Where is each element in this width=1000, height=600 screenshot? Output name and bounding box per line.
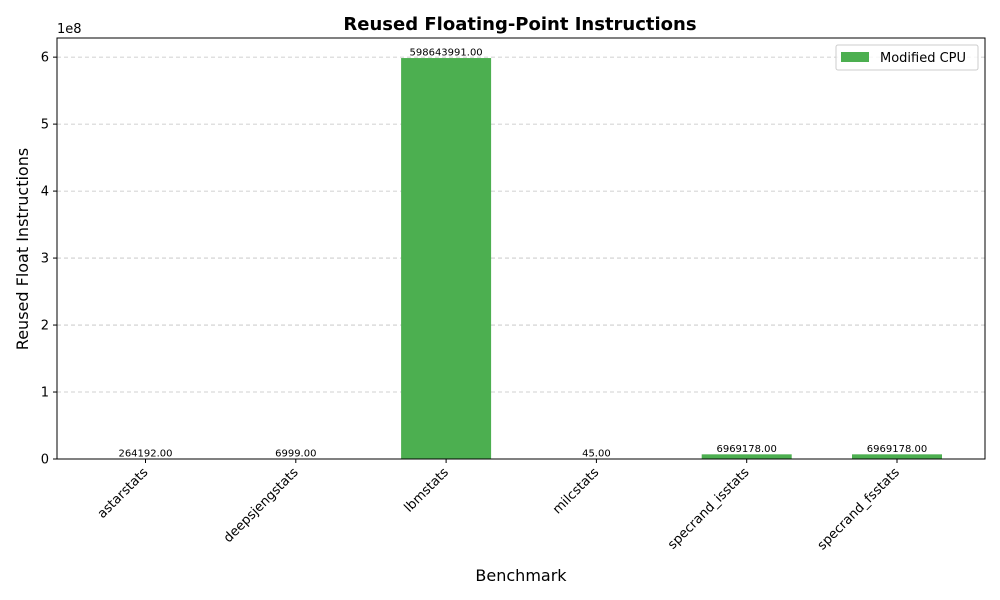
y-tick-label: 2 xyxy=(41,319,49,334)
bar-specrand_isstats xyxy=(701,454,792,459)
chart-title: Reused Floating-Point Instructions xyxy=(343,14,696,35)
legend-label: Modified CPU xyxy=(880,51,966,66)
data-label-specrand_fsstats: 6969178.00 xyxy=(867,444,927,455)
data-label-astarstats: 264192.00 xyxy=(118,448,172,459)
data-labels: 264192.00 6999.00 598643991.00 45.00 6969178… xyxy=(118,48,927,460)
y-tick-label: 1 xyxy=(41,386,49,401)
x-tick-label-lbmstats: lbmstats xyxy=(402,465,453,516)
y-tick-label: 0 xyxy=(41,453,49,468)
x-tick-label-specrand_fsstats: specrand_fsstats xyxy=(815,465,903,553)
data-label-deepsjengstats: 6999.00 xyxy=(275,448,316,459)
bars xyxy=(100,58,942,460)
data-label-lbmstats: 598643991.00 xyxy=(410,48,483,59)
bar-specrand_fsstats xyxy=(852,454,942,459)
legend-box xyxy=(835,44,979,71)
plot-frame xyxy=(56,37,986,460)
x-tick-label-deepsjengstats: deepsjengstats xyxy=(221,465,302,546)
x-tick-label-specrand_isstats: specrand_isstats xyxy=(665,465,753,553)
x-tick-label-astarstats: astarstats xyxy=(95,465,152,522)
y-axis-ticks: 0 1 2 3 4 5 6 xyxy=(41,51,57,468)
x-tick-label-milcstats: milcstats xyxy=(550,465,602,517)
y-tick-label: 6 xyxy=(41,51,49,66)
y-scale-offset: 1e8 xyxy=(57,22,82,37)
data-label-specrand_isstats: 6969178.00 xyxy=(716,444,776,455)
y-tick-label: 3 xyxy=(41,252,49,267)
data-label-milcstats: 45.00 xyxy=(582,448,611,459)
bar-lbmstats xyxy=(401,58,492,460)
x-axis-ticks: astarstats deepsjengstats lbmstats milcstat… xyxy=(95,459,903,553)
y-tick-label: 5 xyxy=(41,118,49,133)
y-axis-label: Reused Float Instructions xyxy=(13,148,32,350)
y-tick-label: 4 xyxy=(41,185,49,200)
legend-swatch xyxy=(841,52,869,62)
x-axis-label: Benchmark xyxy=(475,566,567,585)
gridlines xyxy=(57,56,985,393)
legend: Modified CPU xyxy=(835,44,979,71)
